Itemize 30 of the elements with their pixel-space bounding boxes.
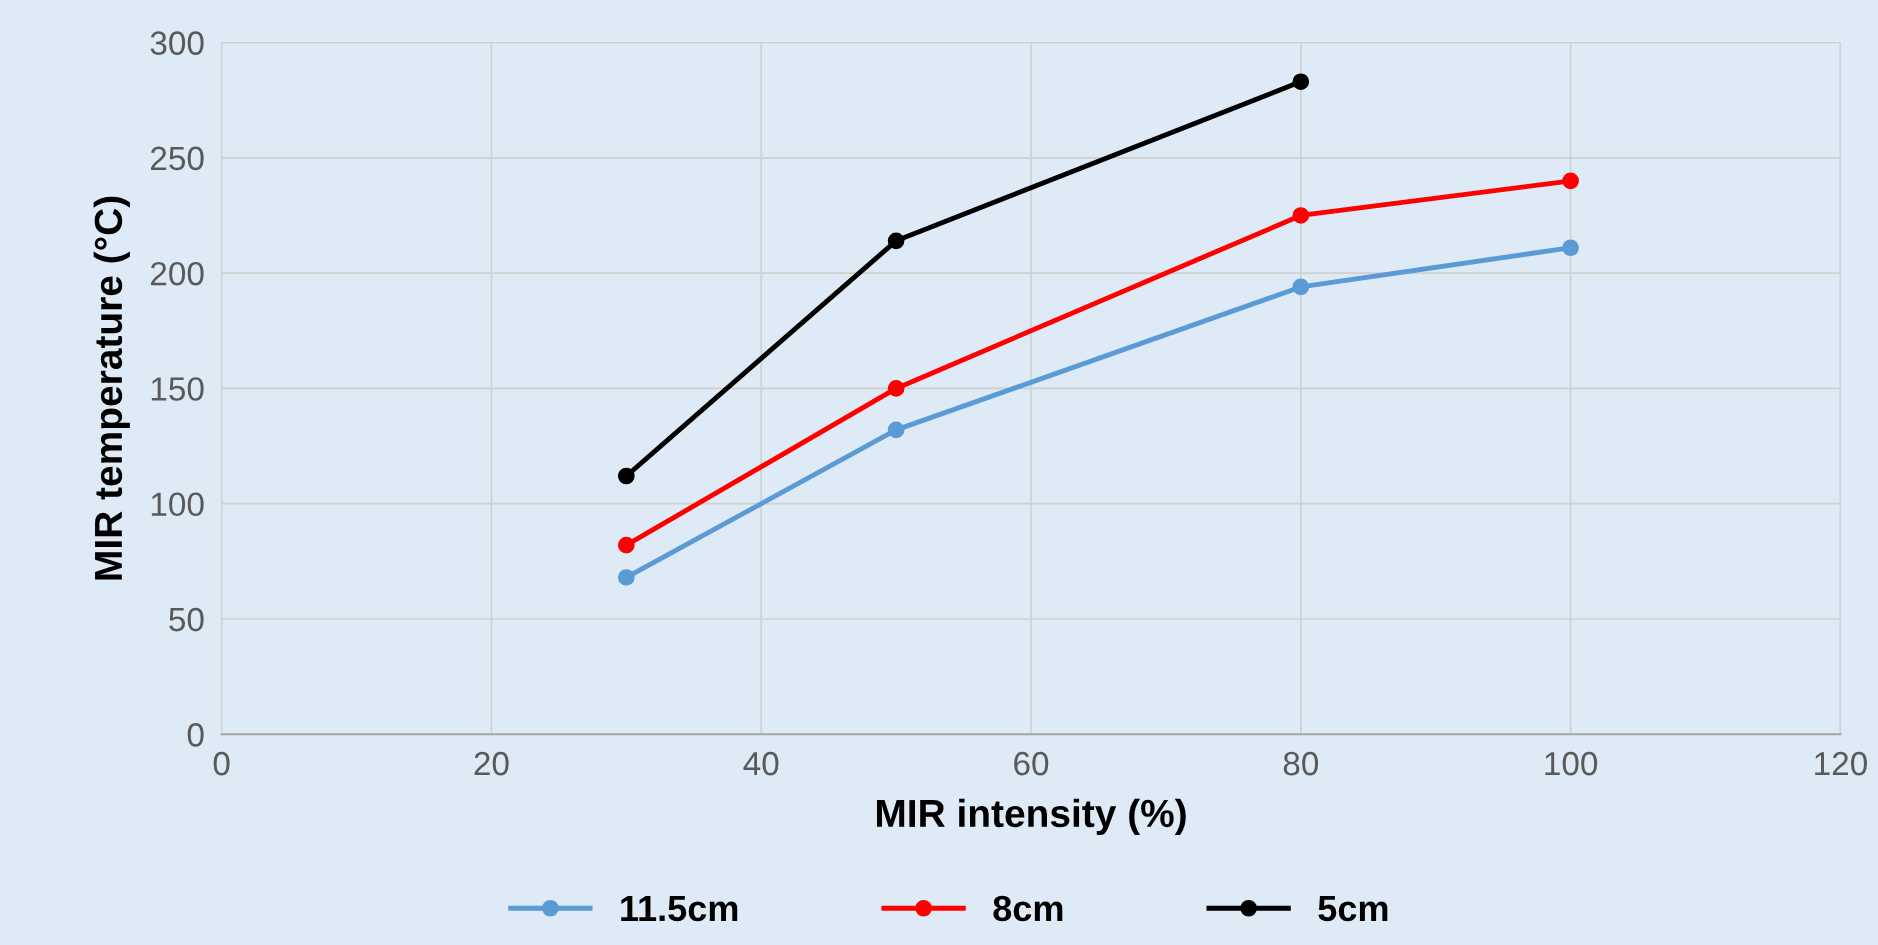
point <box>887 232 905 250</box>
x-tick-label: 0 <box>213 751 230 776</box>
x-tick-label: 120 <box>1815 751 1867 776</box>
point <box>1292 207 1310 224</box>
point <box>1292 278 1310 296</box>
y-tick-label: 50 <box>169 607 204 632</box>
point <box>1562 239 1579 257</box>
y-tick-label: 150 <box>151 377 204 401</box>
y-tick-label: 300 <box>150 31 204 55</box>
point <box>887 421 905 439</box>
point <box>617 536 635 554</box>
x-tick-label: 100 <box>1545 751 1598 776</box>
y-tick-label: 0 <box>187 723 204 747</box>
x-axis-title: MIR intensity (%) <box>876 798 1186 835</box>
point <box>887 380 905 397</box>
y-tick-label: 200 <box>151 261 204 286</box>
y-tick-label: 250 <box>151 146 204 171</box>
point <box>617 569 635 586</box>
point <box>1562 172 1579 190</box>
point <box>617 467 635 485</box>
legend-label: 8cm <box>993 895 1063 922</box>
x-tick-label: 80 <box>1283 751 1319 776</box>
x-tick-label: 60 <box>1014 751 1049 776</box>
legend-label: 5cm <box>1318 896 1388 922</box>
point <box>1292 73 1310 91</box>
x-tick-label: 20 <box>474 751 509 776</box>
y-tick-label: 100 <box>151 492 204 517</box>
x-tick-label: 40 <box>743 751 779 776</box>
legend-label: 11.5cm <box>621 896 738 922</box>
y-axis-title: MIR temperature (°C) <box>93 196 130 580</box>
